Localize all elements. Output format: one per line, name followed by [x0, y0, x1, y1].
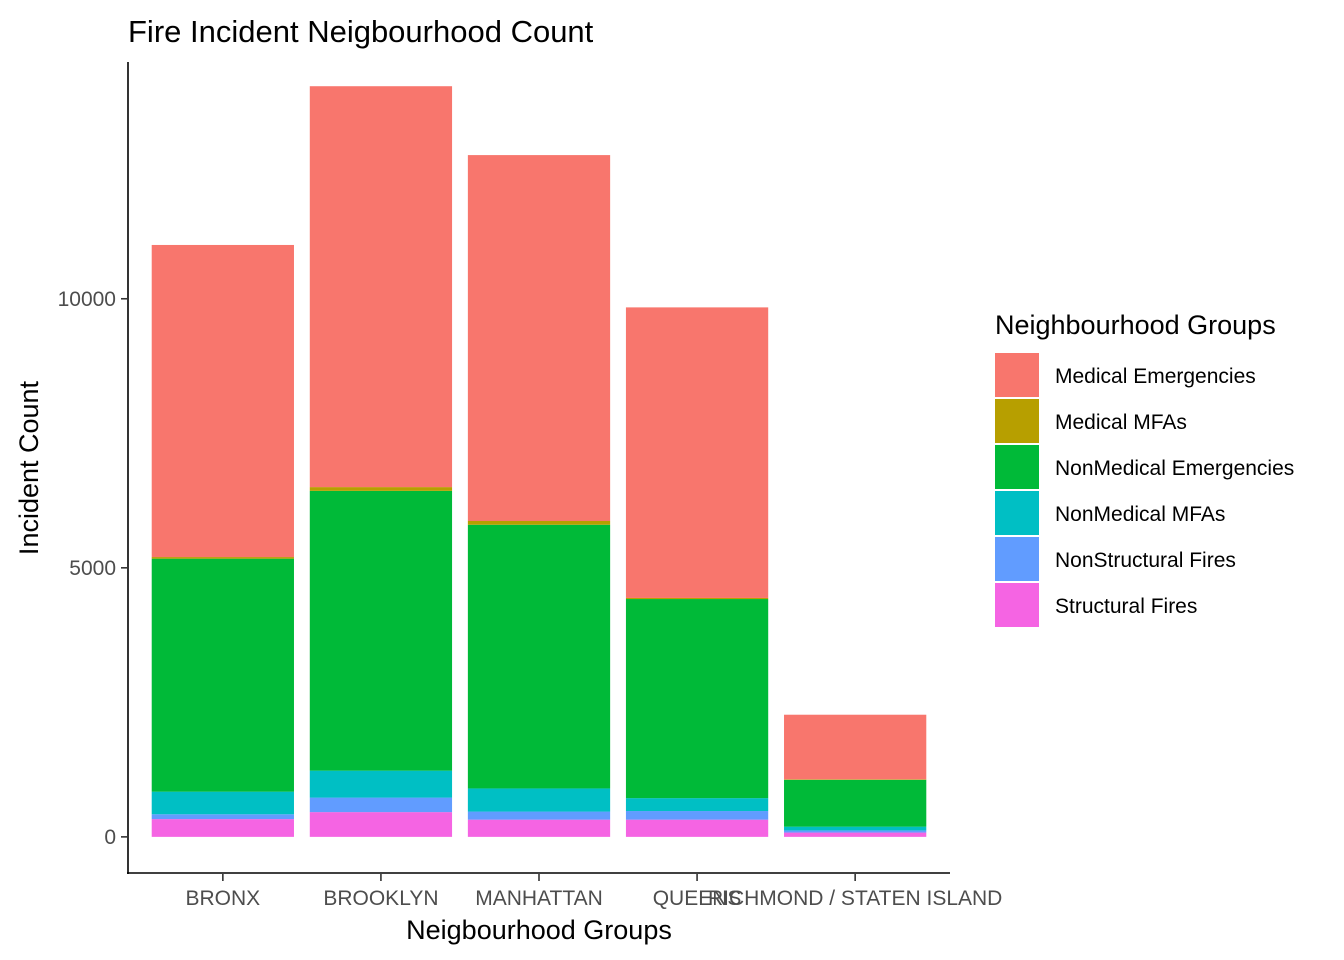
bar-segment	[784, 832, 927, 837]
bar-segment	[784, 826, 927, 831]
bar-segment	[625, 811, 769, 820]
bar-segment	[467, 788, 611, 812]
bar-segment	[309, 770, 453, 798]
bar-segment	[467, 524, 611, 789]
x-tick-label: BRONX	[186, 887, 261, 910]
bar-segment	[151, 791, 294, 815]
x-tick-label: RICHMOND / STATEN ISLAND	[708, 887, 1002, 910]
y-tick-label: 10000	[58, 288, 116, 311]
y-axis-title: Incident Count	[14, 380, 44, 555]
bar-segment	[784, 779, 927, 780]
bar-segment	[625, 597, 769, 600]
legend-key	[995, 399, 1039, 443]
bar-segment	[467, 811, 611, 820]
bar-segment	[467, 819, 611, 837]
x-axis-title: Neigbourhood Groups	[406, 915, 672, 945]
y-tick-label: 5000	[69, 557, 116, 580]
legend-label: NonMedical Emergencies	[1055, 457, 1294, 480]
bar-segment	[467, 155, 611, 521]
legend-key	[995, 537, 1039, 581]
x-tick-label: QUEENS	[653, 887, 742, 910]
bar-segment	[309, 487, 453, 491]
legend-items: Medical Emergencies Medical MFAs NonMedica…	[995, 353, 1294, 627]
bar-segment	[309, 797, 453, 813]
legend-key	[995, 353, 1039, 397]
bar-segment	[467, 521, 611, 525]
legend-label: Medical Emergencies	[1055, 365, 1256, 388]
legend-label: NonStructural Fires	[1055, 549, 1236, 572]
bar-segment	[309, 490, 453, 771]
bar-segment	[784, 714, 927, 780]
bar-segment	[151, 557, 294, 559]
bar-segment	[625, 599, 769, 799]
legend: Neighbourhood Groups Medical Emergencies…	[995, 310, 1294, 627]
bar-segment	[151, 819, 294, 837]
bar-segment	[151, 558, 294, 792]
bar-segment	[309, 86, 453, 488]
bar-segment	[309, 812, 453, 837]
legend-key	[995, 491, 1039, 535]
legend-key	[995, 583, 1039, 627]
x-tick-label: BROOKLYN	[323, 887, 438, 910]
x-tick-label: MANHATTAN	[475, 887, 603, 910]
y-axis-ticks: 0 5000 10000	[58, 288, 128, 849]
legend-label: Medical MFAs	[1055, 411, 1187, 434]
legend-label: Structural Fires	[1055, 595, 1197, 618]
bar-segment	[625, 307, 769, 598]
bar-segment	[625, 798, 769, 812]
bars-layer	[151, 86, 927, 837]
bar-segment	[151, 814, 294, 820]
chart-title: Fire Incident Neigbourhood Count	[128, 14, 594, 49]
legend-label: NonMedical MFAs	[1055, 503, 1225, 526]
legend-key	[995, 445, 1039, 489]
bar-segment	[784, 830, 927, 833]
bar-segment	[151, 244, 294, 558]
y-tick-label: 0	[104, 826, 116, 849]
bar-segment	[784, 779, 927, 827]
legend-title: Neighbourhood Groups	[995, 310, 1276, 340]
bar-segment	[625, 819, 769, 837]
